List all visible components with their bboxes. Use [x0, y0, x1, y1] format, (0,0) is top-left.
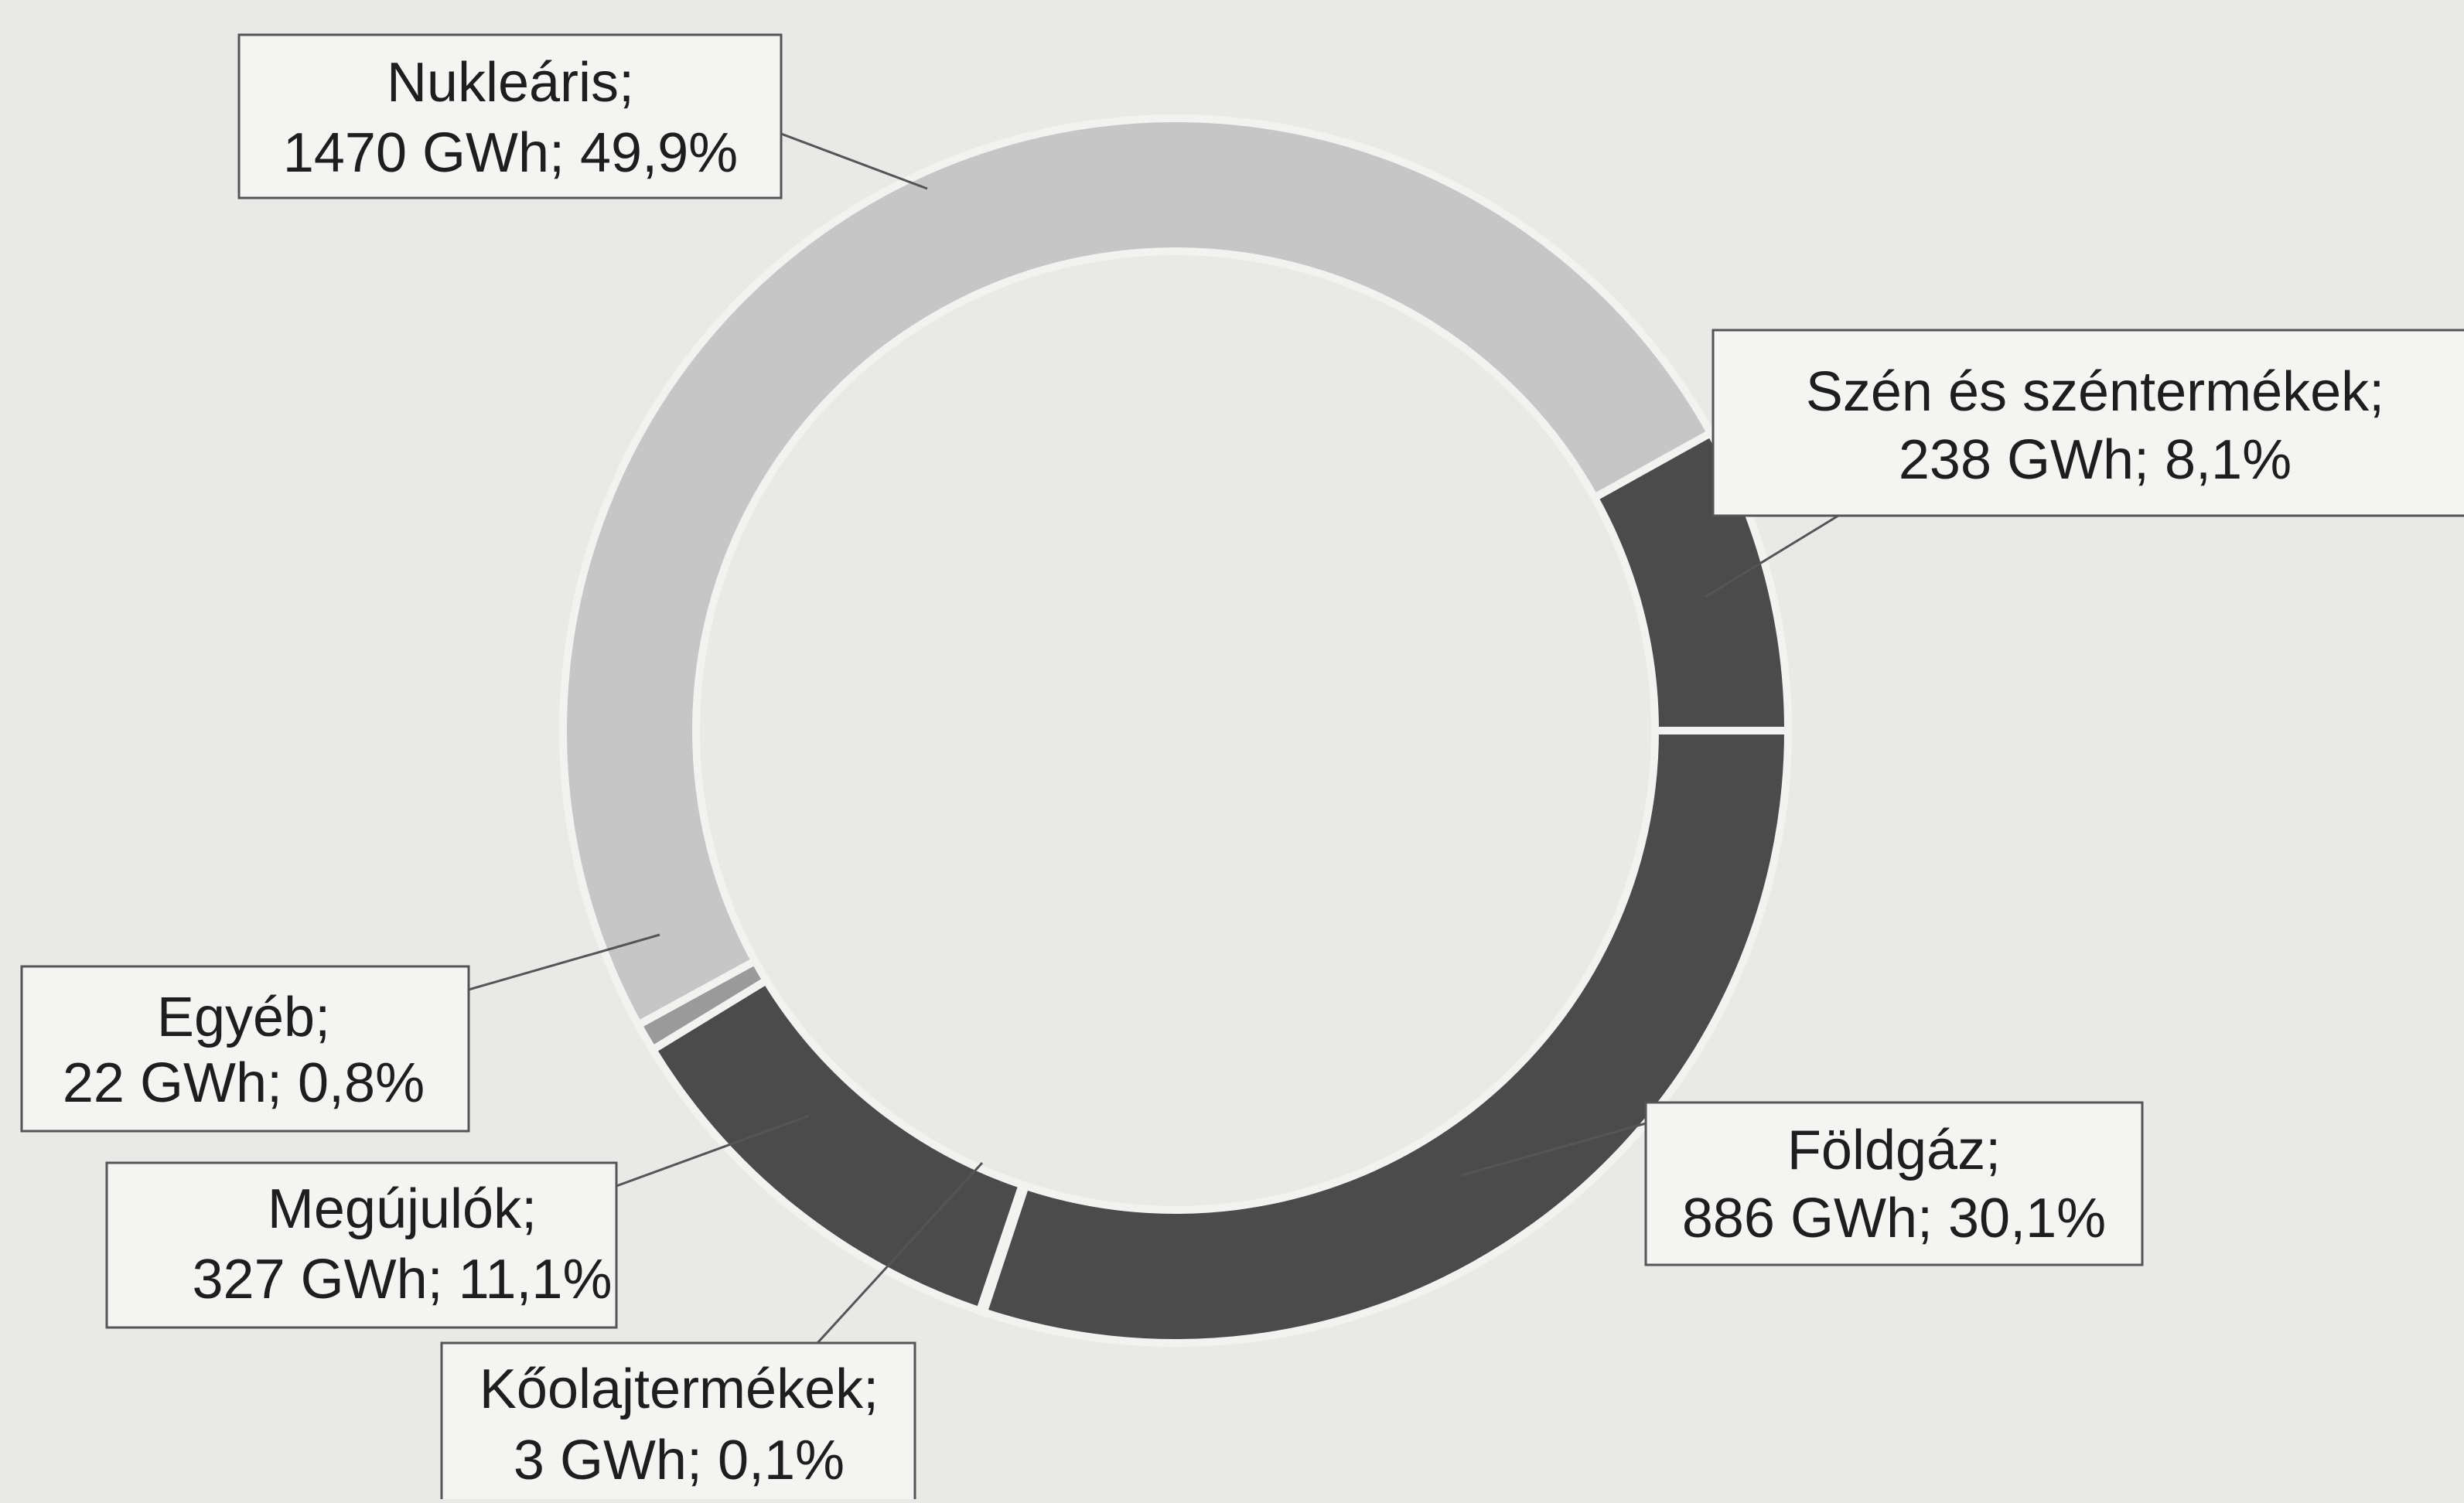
value-label: 3 GWh; 0,1%	[514, 1430, 845, 1491]
leader-line	[1461, 1122, 1647, 1177]
leader-line	[780, 132, 928, 190]
category-label: Egyéb;	[157, 987, 330, 1048]
value-label: 886 GWh; 30,1%	[1682, 1188, 2106, 1249]
value-label: 22 GWh; 0,8%	[63, 1052, 425, 1114]
label-box	[20, 965, 470, 1133]
segment	[978, 727, 1793, 1347]
leader-line	[468, 933, 660, 991]
value-label: 1470 GWh; 49,9%	[283, 122, 738, 184]
label-box	[1644, 1101, 2144, 1266]
label-box	[1711, 329, 2464, 517]
leader-line	[616, 1114, 810, 1188]
category-label: Földgáz;	[1787, 1120, 2001, 1181]
label-box	[105, 1161, 618, 1329]
value-label: 238 GWh; 8,1%	[1899, 429, 2292, 491]
category-label: Szén és széntermékek;	[1806, 361, 2384, 423]
labels: Földgáz; 886 GWh; 30,1% Kőolajtermékek; 3 G…	[20, 33, 2464, 1503]
segment	[558, 114, 1716, 1031]
label-box	[237, 33, 783, 199]
category-label: Megújulók;	[268, 1178, 537, 1240]
leader-line	[1705, 514, 1839, 598]
leader-line	[816, 1161, 984, 1345]
category-label: Nukleáris;	[387, 52, 634, 114]
value-label: 327 GWh; 11,1%	[193, 1249, 613, 1310]
label-box	[440, 1341, 916, 1503]
category-label: Kőolajtermékek;	[479, 1358, 879, 1420]
